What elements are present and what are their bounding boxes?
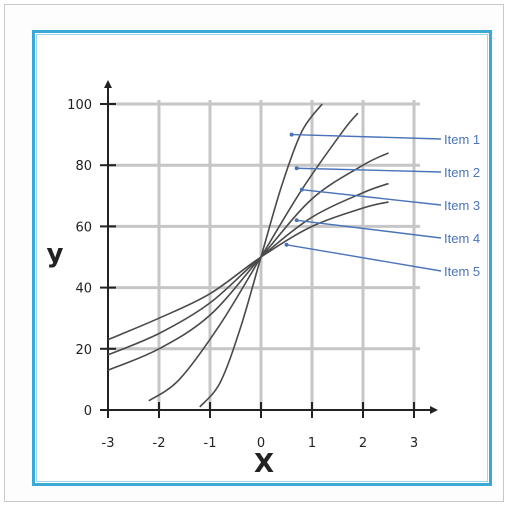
legend-layer: Item 1 Item 2 Item 3 Item 4 Item 5 bbox=[284, 132, 480, 279]
x-tick-label: -1 bbox=[204, 436, 217, 451]
y-tick-label: 20 bbox=[75, 343, 92, 358]
legend-pointer-dot bbox=[299, 187, 304, 192]
legend-pointer-dot bbox=[294, 166, 299, 171]
series-line-4 bbox=[107, 182, 389, 356]
x-tick-label: -3 bbox=[102, 436, 115, 451]
x-tick-label: 1 bbox=[308, 436, 316, 451]
curve-layer bbox=[107, 103, 389, 408]
legend-label-5: Item 5 bbox=[444, 264, 480, 279]
legend-pointer-dot bbox=[289, 132, 294, 137]
chart-frame-inner bbox=[36, 34, 488, 482]
x-axis-title: X bbox=[254, 449, 274, 479]
tick-layer: -3 -2 -1 0 1 2 3 0 20 40 60 80 100 bbox=[67, 98, 418, 451]
y-tick-label: 40 bbox=[75, 282, 92, 297]
legend-label-2: Item 2 bbox=[444, 165, 480, 180]
legend-pointer-2 bbox=[296, 167, 442, 173]
y-axis-title: y bbox=[47, 239, 64, 269]
y-tick-label: 80 bbox=[75, 159, 92, 174]
x-tick-label: 0 bbox=[257, 436, 265, 451]
legend-pointer-dot bbox=[294, 218, 299, 223]
legend-label-1: Item 1 bbox=[444, 132, 480, 147]
legend-pointer-4 bbox=[296, 219, 442, 239]
legend-label-4: Item 4 bbox=[444, 231, 480, 246]
legend-pointer-3 bbox=[301, 188, 442, 206]
series-line-5 bbox=[107, 201, 389, 341]
y-tick-label: 0 bbox=[84, 404, 92, 419]
x-tick-label: 2 bbox=[359, 436, 367, 451]
x-tick-label: -2 bbox=[153, 436, 166, 451]
y-axis-arrow bbox=[104, 80, 112, 88]
series-line-2 bbox=[148, 112, 359, 402]
x-axis-arrow bbox=[430, 406, 438, 414]
legend-label-3: Item 3 bbox=[444, 198, 480, 213]
y-tick-label: 100 bbox=[67, 98, 92, 113]
legend-pointer-dot bbox=[284, 242, 289, 247]
legend-pointer-5 bbox=[286, 244, 442, 272]
x-tick-label: 3 bbox=[410, 436, 418, 451]
y-tick-label: 60 bbox=[75, 220, 92, 235]
legend-pointer-1 bbox=[291, 133, 442, 140]
axis-layer bbox=[103, 80, 438, 416]
